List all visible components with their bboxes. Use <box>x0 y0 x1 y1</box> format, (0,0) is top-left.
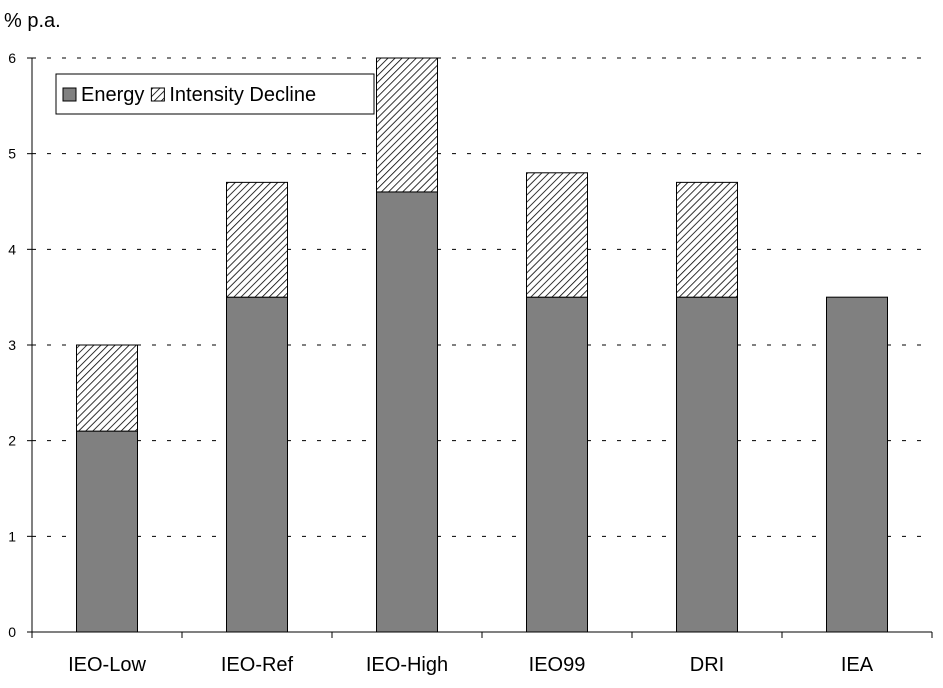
y-axis-title: % p.a. <box>4 10 61 32</box>
bar-intensity-decline <box>526 172 588 298</box>
y-tick-label: 3 <box>8 337 16 353</box>
legend-swatch-energy <box>62 87 77 102</box>
y-tick-label: 2 <box>8 433 16 449</box>
y-tick-label: 4 <box>8 241 16 257</box>
bar-energy <box>676 296 738 633</box>
bar-energy <box>226 296 288 633</box>
x-tick-label: IEO-Ref <box>221 654 294 676</box>
y-tick-label: 0 <box>8 624 16 640</box>
x-tick-label: IEA <box>841 654 874 676</box>
bar-intensity-decline <box>676 181 738 298</box>
x-tick-label: IEO-Low <box>68 654 146 676</box>
x-tick-label: DRI <box>690 654 724 676</box>
bar-intensity-decline <box>226 181 288 298</box>
bar-energy <box>526 296 588 633</box>
bar-intensity-decline <box>76 344 138 432</box>
legend-box <box>55 73 375 115</box>
y-tick-label: 1 <box>8 528 16 544</box>
bar-energy <box>826 296 888 633</box>
y-tick-label: 5 <box>8 146 16 162</box>
legend-label-intensity-decline: Intensity Decline <box>169 84 316 106</box>
bar-energy <box>376 191 438 633</box>
x-tick-label: IEO99 <box>529 654 586 676</box>
x-tick-label: IEO-High <box>366 654 448 676</box>
y-tick-label: 6 <box>8 50 16 66</box>
legend-swatch-intensity-decline <box>150 87 165 102</box>
bar-energy <box>76 430 138 633</box>
bar-intensity-decline <box>376 57 438 193</box>
legend-label-energy: Energy <box>81 84 144 106</box>
